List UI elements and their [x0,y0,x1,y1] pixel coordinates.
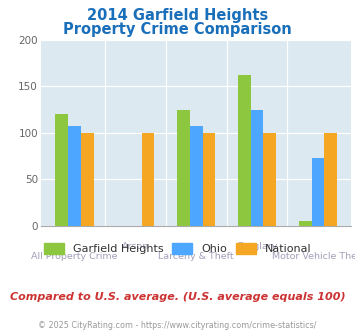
Text: Compared to U.S. average. (U.S. average equals 100): Compared to U.S. average. (U.S. average … [10,292,345,302]
Bar [251,110,263,226]
Text: Motor Vehicle Theft: Motor Vehicle Theft [272,252,355,261]
Text: Burglary: Burglary [237,242,277,251]
Bar [238,75,251,226]
Bar [312,158,324,226]
Bar [190,126,203,226]
Bar [142,133,154,226]
Text: Larceny & Theft: Larceny & Theft [158,252,234,261]
Bar [81,133,93,226]
Text: Arson: Arson [122,242,149,251]
Bar [263,133,276,226]
Text: All Property Crime: All Property Crime [31,252,118,261]
Bar [299,221,312,226]
Text: © 2025 CityRating.com - https://www.cityrating.com/crime-statistics/: © 2025 CityRating.com - https://www.city… [38,321,317,330]
Bar [177,110,190,226]
Legend: Garfield Heights, Ohio, National: Garfield Heights, Ohio, National [39,239,316,258]
Text: Property Crime Comparison: Property Crime Comparison [63,22,292,37]
Bar [324,133,337,226]
Bar [55,114,68,226]
Text: 2014 Garfield Heights: 2014 Garfield Heights [87,8,268,23]
Bar [68,126,81,226]
Bar [203,133,215,226]
